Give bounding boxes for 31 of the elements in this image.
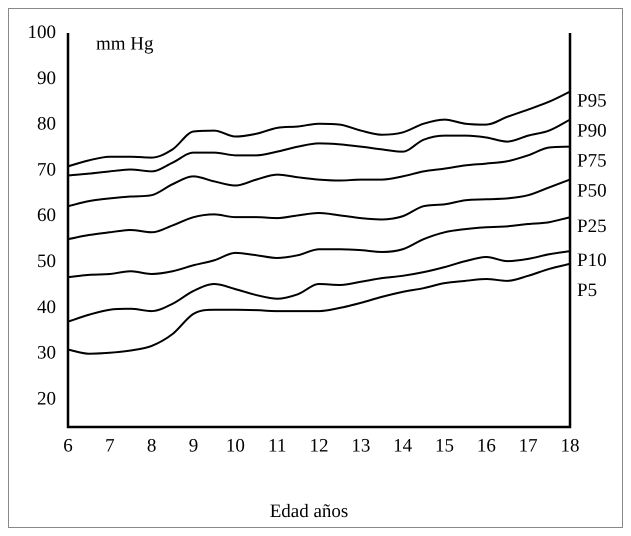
x-tick-label: 8	[146, 435, 156, 456]
y-axis-title: mm Hg	[96, 33, 154, 54]
y-tick-label: 60	[37, 205, 56, 226]
x-tick-label: 9	[188, 435, 198, 456]
x-tick-label: 7	[105, 435, 115, 456]
x-tick-label: 10	[226, 435, 245, 456]
y-tick-label: 40	[37, 296, 56, 318]
y-tick-label: 100	[28, 22, 56, 43]
y-tick-label: 70	[37, 159, 56, 180]
x-tick-label: 16	[476, 435, 496, 456]
x-tick-label: 12	[310, 435, 328, 456]
y-tick-label: 30	[37, 342, 56, 364]
y-tick-label: 20	[37, 388, 56, 410]
series-label: P90	[577, 120, 607, 142]
y-tick-label: 90	[37, 68, 56, 89]
x-tick-label: 17	[518, 435, 538, 456]
series-label: P10	[577, 250, 607, 272]
y-tick-label: 80	[37, 114, 56, 135]
series-label: P5	[577, 280, 598, 302]
x-tick-label: 6	[63, 435, 73, 456]
x-tick-label: 18	[560, 435, 580, 456]
x-tick-label: 11	[268, 435, 286, 456]
y-tick-label: 50	[37, 251, 56, 272]
series-label: P25	[577, 216, 607, 238]
x-tick-label: 14	[393, 435, 413, 456]
series-label: P50	[577, 180, 607, 202]
x-axis-title: Edad años	[270, 500, 348, 522]
x-tick-label: 13	[351, 435, 370, 456]
series-label: P75	[577, 150, 607, 172]
series-label: P95	[577, 90, 607, 112]
x-tick-label: 15	[435, 435, 454, 456]
